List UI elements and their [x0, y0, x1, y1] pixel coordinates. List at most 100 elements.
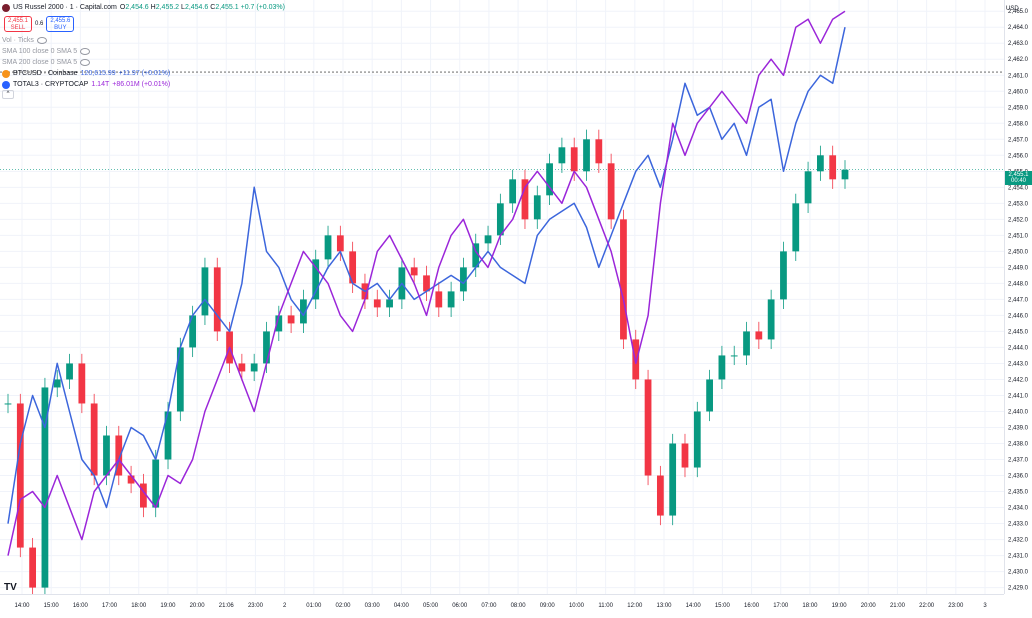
x-tick-label: 23:00	[948, 603, 964, 609]
candle-body	[546, 163, 553, 196]
candle-body	[681, 443, 689, 468]
y-tick-label: 2,431.0	[1008, 554, 1029, 560]
time-axis[interactable]: 14:00 15:00 16:00 17:00 18:00 19:00 20:00 21:06…	[0, 594, 1004, 613]
total3-line	[7, 10, 846, 556]
trade-buttons: 2,455.1 SELL 0.6 2,455.6 BUY	[4, 16, 285, 32]
eye-icon[interactable]	[80, 59, 91, 66]
x-tick-label: 08:00	[511, 603, 527, 609]
x-tick-label: 18:00	[802, 603, 818, 609]
candle-body	[558, 147, 566, 164]
candle-body	[607, 163, 615, 220]
candle-body	[804, 171, 812, 204]
legend-collapse-button[interactable]: ^	[2, 90, 14, 99]
x-tick-label: 01:00	[306, 603, 322, 609]
price-chart[interactable]	[0, 0, 1004, 594]
indicator-sma-100[interactable]: SMA 100 close 0 SMA 5	[2, 46, 285, 57]
candle-body	[460, 267, 467, 292]
compare-total3[interactable]: TOTAL3 · CRYPTOCAP 1.14T +86.01M (+0.01%…	[2, 79, 285, 90]
main-symbol-row[interactable]: US Russel 2000 · 1 · Capital.com O2,454.…	[2, 2, 285, 13]
eye-icon[interactable]	[36, 37, 47, 44]
bar-countdown: 00:40	[1010, 178, 1026, 184]
sell-button[interactable]: 2,455.1 SELL	[4, 16, 32, 32]
y-tick-label: 2,443.0	[1008, 361, 1029, 367]
candle-body	[693, 411, 701, 468]
candle-body	[780, 251, 787, 300]
candle-body	[496, 203, 504, 236]
btcusd-line	[7, 27, 846, 524]
candle-body	[4, 403, 12, 405]
x-tick-label: 14:00	[14, 603, 30, 609]
y-tick-label: 2,453.0	[1008, 201, 1029, 207]
buy-button[interactable]: 2,455.6 BUY	[46, 16, 75, 32]
candle-body	[164, 411, 172, 460]
y-tick-label: 2,444.0	[1008, 345, 1029, 351]
x-tick-label: 16:00	[744, 603, 760, 609]
time-axis-labels: 14:00 15:00 16:00 17:00 18:00 19:00 20:00 21:06…	[14, 603, 987, 609]
y-tick-label: 2,439.0	[1008, 425, 1029, 431]
candle-body	[447, 291, 455, 308]
candle-body	[115, 435, 123, 476]
x-tick-label: 19:00	[832, 603, 848, 609]
x-tick-label: 15:00	[715, 603, 731, 609]
candle-body	[29, 547, 37, 588]
y-tick-label: 2,430.0	[1008, 570, 1029, 576]
y-tick-label: 2,451.0	[1008, 233, 1029, 239]
candle-body	[349, 251, 357, 284]
y-tick-label: 2,429.0	[1008, 586, 1029, 592]
y-tick-label: 2,434.0	[1008, 506, 1029, 512]
candle-body	[263, 331, 270, 364]
tradingview-logo-icon[interactable]: TV	[4, 582, 17, 593]
candle-body	[213, 267, 221, 332]
y-tick-label: 2,447.0	[1008, 297, 1029, 303]
candle-body	[336, 235, 344, 252]
y-tick-label: 2,462.0	[1008, 57, 1029, 63]
x-tick-label: 21:00	[890, 603, 906, 609]
candle-body	[90, 403, 98, 476]
indicator-sma-200[interactable]: SMA 200 close 0 SMA 5	[2, 57, 285, 68]
x-tick-label: 20:00	[861, 603, 877, 609]
x-tick-label: 11:00	[598, 603, 613, 609]
candle-body	[644, 379, 652, 476]
x-tick-label: 14:00	[686, 603, 702, 609]
symbol-title[interactable]: US Russel 2000 · 1 · Capital.com	[13, 4, 117, 11]
candle-body	[730, 355, 738, 357]
y-tick-label: 2,442.0	[1008, 377, 1029, 383]
crypto-cap-icon	[2, 80, 10, 89]
x-tick-label: 07:00	[481, 603, 497, 609]
chart-legend: US Russel 2000 · 1 · Capital.com O2,454.…	[2, 2, 285, 99]
candle-body	[78, 363, 86, 404]
candle-body	[570, 147, 578, 172]
candle-body	[423, 275, 430, 292]
candle-body	[656, 475, 664, 516]
y-tick-label: 2,450.0	[1008, 249, 1029, 255]
candle-body	[127, 475, 135, 484]
y-tick-label: 2,445.0	[1008, 329, 1029, 335]
candle-body	[521, 179, 529, 220]
y-tick-label: 2,458.0	[1008, 121, 1029, 127]
chart-area[interactable]	[0, 0, 1004, 594]
y-tick-label: 2,436.0	[1008, 474, 1029, 480]
x-tick-label: 17:00	[102, 603, 118, 609]
y-tick-label: 2,464.0	[1008, 25, 1029, 31]
compare-btcusd[interactable]: BTCUSD · Coinbase 120,615.99 +11.97 (+0.…	[2, 68, 285, 79]
y-tick-label: 2,461.0	[1008, 73, 1029, 79]
candle-body	[373, 299, 381, 308]
candle-body	[53, 379, 61, 388]
candle-body	[706, 379, 713, 412]
y-tick-label: 2,465.0	[1008, 9, 1029, 15]
y-tick-label: 2,457.0	[1008, 137, 1029, 143]
candle-body	[189, 315, 197, 348]
candle-body	[509, 179, 517, 204]
currency-label[interactable]: USD	[1006, 6, 1019, 12]
x-tick-label: 20:00	[190, 603, 206, 609]
eye-icon[interactable]	[80, 48, 91, 55]
price-axis-labels: 2,465.0 2,464.0 2,463.0 2,462.0 2,461.0 2,460…	[1008, 9, 1029, 592]
y-tick-label: 2,438.0	[1008, 441, 1029, 447]
x-tick-label: 03:00	[365, 603, 381, 609]
price-axis[interactable]: 2,465.0 2,464.0 2,463.0 2,462.0 2,461.0 2,460…	[1004, 0, 1032, 594]
indicator-volume[interactable]: Vol · Ticks	[2, 35, 285, 46]
y-tick-label: 2,446.0	[1008, 313, 1029, 319]
y-tick-label: 2,433.0	[1008, 522, 1029, 528]
y-tick-label: 2,454.0	[1008, 185, 1029, 191]
spread-value: 0.6	[35, 20, 44, 27]
